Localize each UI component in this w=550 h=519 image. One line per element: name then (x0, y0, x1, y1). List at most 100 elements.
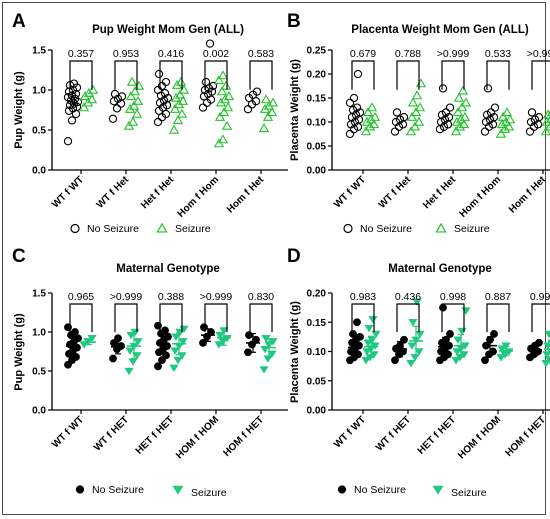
data-point-seizure (131, 108, 143, 118)
significance-bracket (204, 60, 228, 90)
data-point-seizure (410, 107, 422, 117)
significance-bracket (114, 303, 138, 333)
data-point-no-seizure (400, 335, 408, 344)
p-value-label: >0.999 (110, 291, 143, 303)
data-point-seizure (371, 330, 381, 339)
x-tick-label: WT f HET (374, 414, 413, 453)
data-point-no-seizure (527, 108, 537, 117)
y-tick-label: 1.5 (32, 289, 46, 300)
significance-bracket (249, 60, 273, 90)
y-tick-label: 0.05 (307, 376, 327, 387)
data-point-seizure (495, 128, 507, 138)
data-point-seizure (216, 86, 228, 96)
p-value-label: 0.998 (440, 291, 466, 303)
data-point-no-seizure (201, 77, 211, 87)
p-value-label: 0.887 (485, 291, 511, 303)
data-point-no-seizure (348, 105, 358, 115)
data-point-no-seizure (65, 101, 75, 110)
data-point-no-seizure (486, 108, 496, 117)
significance-bracket (159, 303, 183, 333)
legend-label-no-seizure: No Seizure (92, 484, 144, 496)
data-point-seizure (364, 121, 376, 131)
data-point-seizure (504, 114, 516, 124)
data-point-seizure (540, 126, 550, 136)
data-point-no-seizure (161, 77, 171, 87)
data-point-seizure (87, 84, 99, 94)
data-point-seizure (361, 116, 373, 126)
data-point-seizure (360, 126, 372, 136)
data-point-no-seizure (64, 87, 74, 96)
data-point-no-seizure (63, 137, 73, 146)
y-axis-label: Pup Weight (g) (13, 71, 25, 149)
data-point-seizure (266, 107, 278, 117)
data-point-seizure (499, 123, 511, 133)
data-point-seizure (415, 78, 427, 88)
data-point-seizure (365, 114, 377, 124)
p-value-label: 0.533 (485, 48, 511, 60)
data-point-seizure (541, 116, 550, 126)
data-point-seizure (260, 94, 272, 104)
y-tick-label: 0.0 (32, 166, 46, 177)
significance-bracket (486, 303, 510, 333)
panel-letter-D: D (287, 246, 301, 267)
data-point-seizure (217, 134, 229, 144)
data-point-no-seizure (391, 117, 401, 127)
legend-marker-no-seizure (343, 223, 353, 234)
p-value-label: 0.436 (395, 291, 421, 303)
data-point-no-seizure (112, 104, 122, 113)
data-point-seizure (362, 107, 374, 117)
significance-bracket (441, 60, 465, 90)
data-point-no-seizure (345, 129, 355, 139)
data-point-no-seizure (399, 113, 409, 122)
data-point-no-seizure (535, 338, 543, 347)
data-point-seizure (218, 107, 230, 117)
significance-bracket (69, 303, 93, 333)
significance-bracket (114, 60, 138, 90)
data-point-seizure (414, 102, 426, 112)
data-point-seizure (542, 351, 550, 359)
data-point-no-seizure (199, 92, 209, 101)
data-point-seizure (258, 123, 270, 133)
data-point-no-seizure (439, 303, 447, 312)
data-point-seizure (364, 324, 374, 333)
significance-bracket (351, 303, 375, 333)
data-point-no-seizure (526, 117, 536, 127)
data-point-seizure (178, 338, 188, 346)
panel-title: Maternal Genotype (116, 263, 220, 275)
panel-title: Pup Weight Mom Gen (ALL) (92, 24, 244, 36)
data-point-seizure (455, 114, 467, 124)
data-point-seizure (456, 102, 468, 112)
data-point-no-seizure (392, 108, 402, 117)
legend-label-no-seizure: No Seizure (87, 223, 139, 235)
data-point-seizure (173, 356, 183, 365)
data-point-seizure (500, 116, 512, 126)
data-point-seizure (171, 333, 181, 341)
y-tick-label: 0.05 (307, 142, 327, 153)
data-point-seizure (460, 97, 472, 107)
data-point-seizure (132, 95, 144, 105)
data-point-no-seizure (243, 105, 253, 114)
data-point-seizure (541, 360, 550, 368)
p-value-label: >0.999 (527, 48, 550, 60)
data-point-no-seizure (164, 332, 172, 341)
x-tick-label: WT f Het (95, 174, 132, 211)
legend-label-seizure: Seizure (191, 487, 227, 499)
y-tick-label: 1.5 (32, 46, 46, 57)
figure-frame (2, 2, 546, 515)
data-point-seizure (451, 116, 463, 126)
data-point-no-seizure (490, 330, 498, 338)
data-point-seizure (458, 119, 470, 129)
data-point-seizure (461, 307, 471, 315)
p-value-label: 0.002 (203, 48, 229, 60)
legend-label-seizure: Seizure (451, 487, 487, 499)
panel-letter-A: A (12, 11, 26, 32)
data-point-no-seizure (530, 115, 540, 124)
data-point-seizure (457, 85, 469, 95)
data-point-no-seizure (437, 110, 447, 119)
y-tick-label: 0.25 (307, 46, 327, 57)
data-point-no-seizure (67, 116, 77, 125)
legend-marker-seizure (172, 485, 184, 495)
data-point-seizure (174, 89, 186, 99)
x-tick-label: WT f WT (50, 414, 86, 450)
